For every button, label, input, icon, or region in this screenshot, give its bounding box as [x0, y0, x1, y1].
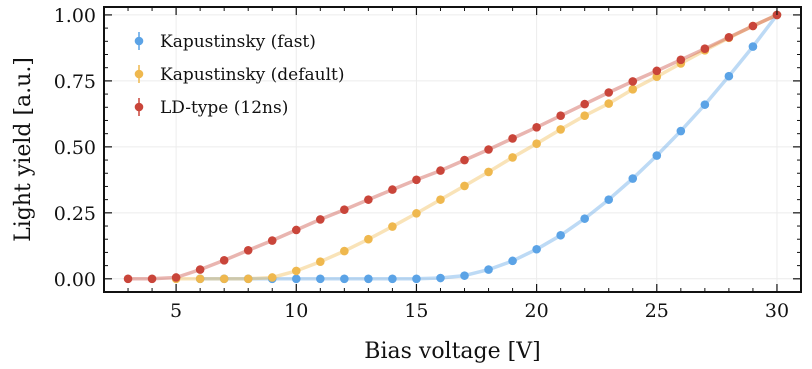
legend-label-default: Kapustinsky (default)	[160, 65, 345, 85]
data-point-fast	[556, 230, 565, 240]
data-point-default	[195, 274, 205, 284]
data-point-ld-type	[700, 44, 710, 53]
x-tick-label: 15	[404, 300, 428, 322]
data-point-default	[412, 209, 421, 218]
series-line-ld-type	[128, 13, 778, 281]
y-tick-label: 0.75	[54, 71, 96, 93]
data-point-default	[291, 266, 301, 276]
legend-dot-ld-type	[134, 102, 144, 112]
plot-frame	[103, 6, 802, 293]
data-point-fast	[388, 274, 397, 284]
data-point-ld-type	[171, 273, 181, 282]
data-point-ld-type	[724, 33, 734, 42]
data-point-ld-type	[460, 155, 469, 165]
data-point-ld-type	[291, 225, 301, 235]
data-point-ld-type	[580, 99, 589, 109]
legend-item-ld-type: LD-type (12ns)	[134, 98, 288, 118]
data-point-ld-type	[628, 77, 638, 86]
data-point-fast	[724, 71, 734, 81]
y-tick-label: 0.25	[54, 203, 96, 225]
data-point-default	[364, 234, 373, 244]
data-point-ld-type	[195, 265, 205, 274]
data-point-ld-type	[484, 145, 493, 154]
data-point-ld-type	[123, 274, 133, 284]
data-point-fast	[604, 195, 614, 204]
data-point-default	[267, 273, 277, 282]
x-tick-label: 20	[525, 300, 549, 322]
data-point-fast	[484, 265, 493, 274]
data-point-default	[340, 246, 349, 256]
data-point-ld-type	[243, 246, 253, 255]
data-point-fast	[364, 274, 373, 284]
data-point-fast	[460, 271, 469, 280]
data-point-fast	[700, 100, 710, 109]
data-point-default	[484, 167, 493, 177]
x-tick-label: 5	[170, 300, 182, 322]
data-point-default	[436, 195, 445, 204]
legend-label-fast: Kapustinsky (fast)	[160, 32, 316, 52]
data-point-ld-type	[388, 185, 397, 194]
series-layer	[123, 10, 782, 284]
y-axis-label: Light yield [a.u.]	[11, 57, 36, 242]
legend-label-ld-type: LD-type (12ns)	[160, 98, 288, 118]
data-point-default	[556, 125, 565, 134]
data-point-fast	[748, 42, 758, 51]
data-point-ld-type	[748, 21, 758, 31]
data-point-fast	[436, 273, 445, 283]
data-point-fast	[532, 244, 541, 254]
legend-dot-default	[134, 69, 144, 79]
data-point-fast	[291, 274, 301, 284]
data-point-default	[532, 139, 541, 148]
data-point-ld-type	[556, 111, 565, 121]
x-tick-label: 30	[765, 300, 789, 322]
x-tick-label: 25	[645, 300, 669, 322]
y-tick-label: 0.00	[54, 269, 96, 291]
data-point-ld-type	[364, 195, 373, 204]
data-point-default	[460, 181, 469, 191]
legend-dot-fast	[134, 36, 144, 46]
data-point-default	[316, 257, 325, 266]
data-point-fast	[412, 274, 421, 284]
x-tick-label: 10	[284, 300, 308, 322]
data-point-default	[243, 274, 253, 284]
data-point-fast	[340, 274, 349, 284]
y-tick-label: 1.00	[54, 5, 96, 27]
data-point-ld-type	[508, 134, 517, 143]
data-point-ld-type	[267, 236, 277, 245]
data-point-fast	[508, 256, 517, 266]
data-point-default	[508, 153, 517, 162]
data-point-ld-type	[412, 175, 421, 185]
data-point-ld-type	[676, 55, 686, 65]
legend-item-default: Kapustinsky (default)	[134, 65, 345, 85]
data-point-fast	[580, 214, 589, 223]
data-point-ld-type	[340, 205, 349, 214]
legend-item-fast: Kapustinsky (fast)	[134, 32, 316, 52]
data-point-ld-type	[532, 123, 541, 132]
data-point-fast	[652, 151, 662, 160]
legend: Kapustinsky (fast) Kapustinsky (default)…	[134, 32, 345, 118]
data-point-ld-type	[436, 166, 445, 175]
data-point-default	[580, 111, 589, 121]
data-point-fast	[316, 274, 325, 284]
data-point-fast	[676, 126, 686, 136]
data-point-default	[388, 222, 397, 231]
y-tick-label: 0.50	[54, 137, 96, 159]
data-point-default	[604, 99, 614, 108]
ticks: 5 10 15 20 25 30 0.00 0.25 0.50 0.75 1.00	[54, 5, 802, 322]
data-point-ld-type	[219, 256, 229, 265]
data-point-ld-type	[652, 66, 662, 76]
data-point-fast	[628, 174, 638, 183]
data-point-ld-type	[316, 215, 325, 224]
x-axis-label: Bias voltage [V]	[364, 339, 540, 364]
data-point-default	[628, 85, 638, 94]
data-point-default	[219, 274, 229, 284]
data-point-ld-type	[604, 88, 614, 97]
data-point-ld-type	[147, 274, 157, 284]
